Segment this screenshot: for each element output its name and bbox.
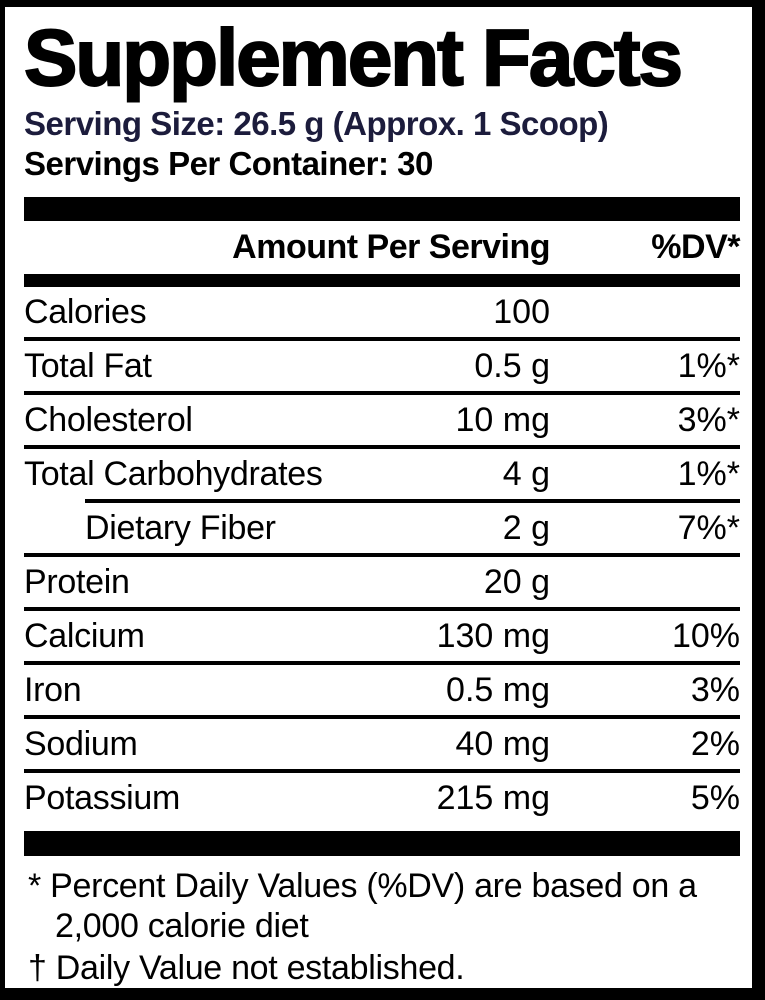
nutrient-amount: 4 g xyxy=(502,454,550,493)
nutrient-amount: 10 mg xyxy=(455,400,551,439)
nutrient-amount: 0.5 mg xyxy=(446,670,550,709)
footnote-daily-value: † Daily Value not established. xyxy=(24,948,740,988)
servings-per-container-text: Servings Per Container: 30 xyxy=(24,145,433,182)
separator-bar-thick-top xyxy=(24,197,740,221)
serving-size-text: Serving Size: 26.5 g (Approx. 1 Scoop) xyxy=(24,105,609,142)
nutrient-dv: 1%* xyxy=(677,346,740,385)
nutrient-row-calcium: Calcium 130 mg 10% xyxy=(24,611,740,661)
nutrient-amount: 2 g xyxy=(502,508,550,547)
nutrient-row-sodium: Sodium 40 mg 2% xyxy=(24,719,740,769)
row-divider xyxy=(24,769,740,773)
nutrient-row-iron: Iron 0.5 mg 3% xyxy=(24,665,740,715)
footnotes: * Percent Daily Values (%DV) are based o… xyxy=(24,866,740,988)
nutrient-row-dietary-fiber: Dietary Fiber 2 g 7%* xyxy=(24,503,740,553)
nutrient-row-cholesterol: Cholesterol 10 mg 3%* xyxy=(24,395,740,445)
separator-bar-medium xyxy=(24,274,740,287)
row-divider xyxy=(24,445,740,449)
nutrient-amount: 215 mg xyxy=(436,778,550,817)
asterisk-symbol: * xyxy=(28,867,41,905)
footnote-text: Percent Daily Values (%DV) are based on … xyxy=(50,867,697,945)
nutrient-row-protein: Protein 20 g xyxy=(24,557,740,607)
nutrient-dv: 5% xyxy=(690,778,740,817)
nutrient-row-calories: Calories 100 xyxy=(24,287,740,337)
serving-info: Serving Size: 26.5 g (Approx. 1 Scoop) S… xyxy=(24,104,740,184)
table-header-row: Amount Per Serving %DV* xyxy=(24,221,740,274)
dagger-symbol: † xyxy=(28,949,47,987)
separator-bar-thick-bottom xyxy=(24,831,740,856)
nutrient-name: Sodium xyxy=(24,724,138,763)
footnote-percent-dv: * Percent Daily Values (%DV) are based o… xyxy=(24,866,740,946)
nutrient-name: Calcium xyxy=(24,616,145,655)
nutrient-row-total-carbohydrates: Total Carbohydrates 4 g 1%* xyxy=(24,449,740,499)
row-divider xyxy=(24,337,740,341)
nutrient-name: Calories xyxy=(24,292,147,331)
nutrient-dv: 10% xyxy=(671,616,740,655)
nutrient-name: Iron xyxy=(24,670,82,709)
nutrient-name: Protein xyxy=(24,562,130,601)
nutrient-amount: 130 mg xyxy=(436,616,550,655)
row-divider xyxy=(24,553,740,557)
nutrient-amount: 40 mg xyxy=(455,724,551,763)
nutrient-name: Total Carbohydrates xyxy=(24,454,323,493)
row-divider-indented xyxy=(85,499,740,503)
nutrient-dv: 3% xyxy=(690,670,740,709)
nutrient-amount: 0.5 g xyxy=(474,346,550,385)
footnote-text: Daily Value not established. xyxy=(55,949,465,987)
nutrient-amount: 100 xyxy=(493,292,550,331)
nutrient-name: Cholesterol xyxy=(24,400,193,439)
nutrient-dv: 2% xyxy=(690,724,740,763)
nutrient-name: Total Fat xyxy=(24,346,152,385)
amount-per-serving-header: Amount Per Serving xyxy=(232,228,550,266)
panel-title: Supplement Facts xyxy=(23,13,684,102)
percent-dv-header: %DV* xyxy=(651,228,740,266)
nutrient-dv: 7%* xyxy=(677,508,740,547)
row-divider xyxy=(24,661,740,665)
nutrient-row-potassium: Potassium 215 mg 5% xyxy=(24,773,740,823)
nutrient-amount: 20 g xyxy=(483,562,550,601)
nutrient-name: Dietary Fiber xyxy=(85,508,276,547)
row-divider xyxy=(24,391,740,395)
nutrient-name: Potassium xyxy=(24,778,181,817)
nutrient-dv: 1%* xyxy=(677,454,740,493)
row-divider xyxy=(24,607,740,611)
nutrient-row-total-fat: Total Fat 0.5 g 1%* xyxy=(24,341,740,391)
row-divider xyxy=(24,715,740,719)
nutrient-dv: 3%* xyxy=(677,400,740,439)
nutrient-table: Calories 100 Total Fat 0.5 g 1%* Cholest… xyxy=(24,287,740,823)
